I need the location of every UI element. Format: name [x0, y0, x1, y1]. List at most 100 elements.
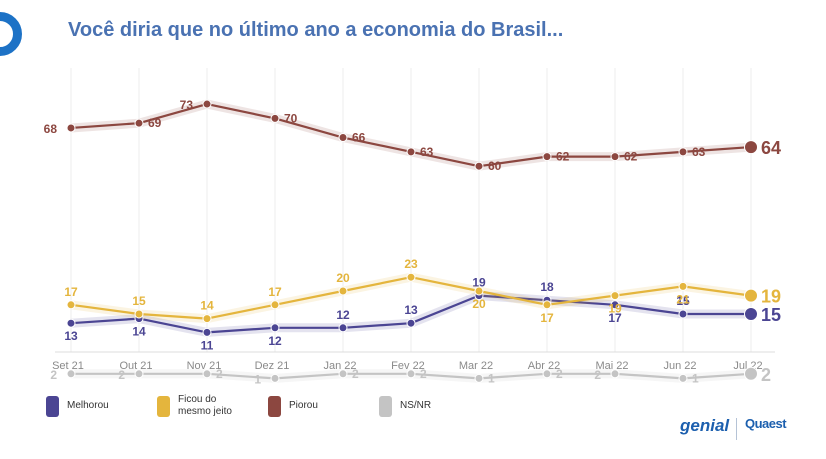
data-label-ficou-do-mesmo-jeito: 17 — [268, 285, 282, 299]
point-ns-nr — [474, 373, 484, 383]
x-tick-label: Jan 22 — [323, 360, 356, 372]
legend: Melhorou Ficou do mesmo jeito Piorou NS/… — [46, 394, 490, 418]
point-piorou — [542, 152, 552, 162]
brand-divider — [736, 418, 737, 440]
x-tick-label: Out 21 — [119, 360, 152, 372]
point-ns-nr — [542, 369, 552, 379]
point-ficou-do-mesmo-jeito — [610, 291, 620, 301]
legend-swatch-nsnr — [379, 395, 392, 417]
data-label-ficou-do-mesmo-jeito: 21 — [676, 292, 690, 306]
data-label-piorou: 63 — [692, 145, 706, 159]
genial-logo: genial — [680, 416, 730, 435]
data-label-ns-nr: 2 — [556, 367, 563, 381]
legend-swatch-piorou — [268, 395, 281, 417]
data-label-melhorou: 17 — [608, 311, 622, 325]
data-label-piorou: 62 — [556, 150, 570, 164]
point-piorou — [406, 147, 416, 157]
data-label-melhorou: 12 — [268, 334, 282, 348]
point-melhorou — [202, 327, 212, 337]
point-ficou-do-mesmo-jeito — [678, 281, 688, 291]
data-label-ficou-do-mesmo-jeito: 19 — [761, 287, 781, 307]
x-tick-label: Abr 22 — [528, 360, 560, 372]
data-label-melhorou: 12 — [336, 308, 350, 322]
point-ficou-do-mesmo-jeito — [66, 300, 76, 310]
point-ns-nr — [678, 373, 688, 383]
point-piorou — [338, 133, 348, 143]
legend-swatch-ficou — [157, 395, 170, 417]
point-ficou-do-mesmo-jeito — [338, 286, 348, 296]
data-label-piorou: 66 — [352, 131, 366, 145]
point-piorou — [610, 152, 620, 162]
data-label-ficou-do-mesmo-jeito: 23 — [404, 257, 418, 271]
point-melhorou — [610, 300, 620, 310]
legend-item-melhorou: Melhorou — [46, 395, 139, 417]
legend-label-nsnr: NS/NR — [400, 400, 432, 411]
data-label-ficou-do-mesmo-jeito: 14 — [200, 299, 214, 313]
x-tick-label: Dez 21 — [255, 360, 290, 372]
data-label-ns-nr: 2 — [761, 365, 771, 385]
point-melhorou — [406, 318, 416, 328]
data-label-ns-nr: 1 — [692, 371, 699, 385]
chart-title: Você diria que no último ano a economia … — [68, 19, 564, 41]
legend-swatch-melhorou — [46, 395, 59, 417]
point-ns-nr — [134, 369, 144, 379]
data-label-piorou: 69 — [148, 116, 162, 130]
x-tick-label: Set 21 — [52, 360, 84, 372]
point-ns-nr — [202, 369, 212, 379]
quaest-logo: Quaest — [745, 416, 787, 431]
data-label-ns-nr: 2 — [352, 367, 359, 381]
data-label-piorou: 63 — [420, 145, 434, 159]
data-label-piorou: 60 — [488, 159, 502, 173]
data-label-melhorou: 15 — [761, 305, 781, 325]
point-piorou — [66, 123, 76, 133]
data-label-ns-nr: 2 — [118, 368, 125, 382]
legend-item-nsnr: NS/NR — [379, 395, 472, 417]
legend-label-piorou: Piorou — [289, 400, 318, 411]
point-piorou — [744, 140, 758, 155]
point-piorou — [270, 113, 280, 123]
point-piorou — [202, 99, 212, 109]
point-melhorou — [678, 309, 688, 319]
data-label-melhorou: 13 — [64, 329, 78, 343]
point-piorou — [678, 147, 688, 157]
data-label-melhorou: 18 — [540, 280, 554, 294]
point-melhorou — [270, 323, 280, 333]
data-label-ns-nr: 1 — [488, 371, 495, 385]
point-ns-nr — [66, 369, 76, 379]
point-ns-nr — [610, 369, 620, 379]
data-label-piorou: 62 — [624, 150, 638, 164]
data-label-ns-nr: 1 — [254, 372, 261, 386]
x-tick-label: Mar 22 — [459, 360, 493, 372]
point-ficou-do-mesmo-jeito — [406, 272, 416, 282]
data-label-piorou: 68 — [44, 122, 58, 136]
data-label-melhorou: 14 — [132, 325, 146, 339]
legend-item-piorou: Piorou — [268, 395, 361, 417]
x-tick-label: Nov 21 — [187, 360, 222, 372]
point-ns-nr — [744, 366, 758, 381]
point-melhorou — [338, 323, 348, 333]
point-ficou-do-mesmo-jeito — [474, 286, 484, 296]
data-label-ns-nr: 2 — [50, 368, 57, 382]
data-label-ficou-do-mesmo-jeito: 17 — [540, 311, 554, 325]
data-label-ns-nr: 2 — [420, 367, 427, 381]
point-ficou-do-mesmo-jeito — [270, 300, 280, 310]
x-tick-label: Mai 22 — [595, 360, 628, 372]
legend-item-ficou: Ficou do mesmo jeito — [157, 394, 250, 418]
point-ns-nr — [270, 373, 280, 383]
point-ns-nr — [338, 369, 348, 379]
data-label-ficou-do-mesmo-jeito: 20 — [336, 271, 350, 285]
point-melhorou — [66, 318, 76, 328]
data-label-ficou-do-mesmo-jeito: 15 — [132, 294, 146, 308]
data-label-melhorou: 19 — [472, 276, 486, 290]
x-tick-label: Fev 22 — [391, 360, 425, 372]
data-label-ficou-do-mesmo-jeito: 20 — [472, 297, 486, 311]
point-ficou-do-mesmo-jeito — [744, 288, 758, 303]
data-label-melhorou: 13 — [404, 303, 418, 317]
data-label-piorou: 64 — [761, 138, 781, 158]
point-melhorou — [744, 307, 758, 321]
data-label-ficou-do-mesmo-jeito: 19 — [608, 302, 622, 316]
data-label-piorou: 73 — [180, 98, 194, 112]
point-piorou — [474, 161, 484, 171]
point-ns-nr — [406, 369, 416, 379]
